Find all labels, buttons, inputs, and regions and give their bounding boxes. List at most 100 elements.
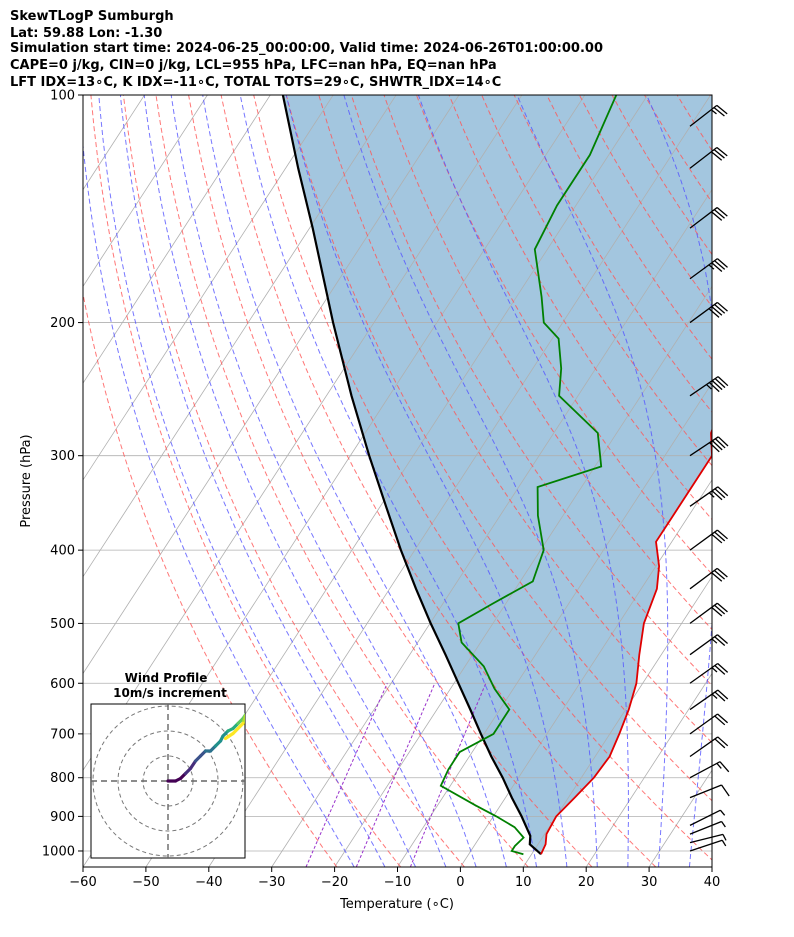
wind-profile-inset: Wind Profile 10m/s increment	[90, 671, 246, 859]
wind-barb	[689, 833, 727, 844]
barb-half	[721, 839, 727, 847]
y-tick-label: 900	[50, 810, 75, 825]
moist-adiabat-line	[720, 95, 790, 867]
barb-staff	[689, 104, 718, 127]
moist-adiabat-line	[170, 95, 477, 867]
x-tick-label: −30	[258, 875, 285, 890]
isotherm-line	[397, 382, 712, 867]
y-tick-label: 600	[50, 677, 75, 692]
barb-full	[714, 738, 726, 749]
isotherm-line	[0, 95, 82, 867]
dry-adiabat-line	[188, 95, 593, 867]
title-times: Simulation start time: 2024-06-25_00:00:…	[10, 41, 603, 56]
barb-full	[716, 146, 728, 157]
wind-barb	[689, 761, 730, 779]
barb-full	[714, 604, 726, 615]
dry-adiabat-line	[742, 95, 794, 867]
barb-full	[711, 211, 723, 221]
barb-staff	[689, 436, 719, 457]
wind-barb	[689, 784, 730, 799]
x-tick-label: −40	[195, 875, 222, 890]
barb-full	[713, 149, 725, 159]
barb-full	[716, 104, 728, 115]
barb-staff	[689, 486, 719, 507]
mixing-ratio-line	[305, 683, 388, 867]
mixing-ratio-line	[355, 683, 436, 867]
y-tick-label: 500	[50, 617, 75, 632]
wind-barb	[689, 839, 727, 852]
barb-full	[713, 107, 725, 117]
x-tick-label: −50	[132, 875, 159, 890]
barb-full	[716, 602, 728, 613]
barb-full	[714, 636, 726, 647]
barb-full	[711, 262, 723, 272]
barb-half	[719, 809, 726, 816]
dry-adiabat-line	[122, 95, 465, 867]
barb-staff	[689, 713, 718, 735]
barb-half	[716, 762, 722, 769]
dry-adiabat-line	[155, 95, 529, 867]
barb-full	[714, 665, 726, 675]
wind-barb	[689, 809, 726, 826]
barb-staff	[689, 634, 718, 656]
dry-adiabat-line	[285, 95, 712, 802]
wind-barb	[689, 662, 729, 684]
dry-adiabat-line	[481, 95, 712, 467]
barb-full	[717, 634, 728, 644]
y-tick-label: 700	[50, 727, 75, 742]
x-tick-label: 30	[641, 875, 658, 890]
barb-full	[711, 490, 723, 501]
dry-adiabat-line	[90, 95, 402, 867]
title-indices-lifted: LFT IDX=13∘C, K IDX=-11∘C, TOTAL TOTS=29…	[10, 75, 502, 90]
barb-full	[713, 209, 725, 219]
barb-half	[708, 264, 715, 270]
isotherm-line	[208, 95, 711, 867]
y-tick-label: 800	[50, 771, 75, 786]
barb-full	[716, 258, 728, 268]
barb-full	[711, 572, 723, 582]
parcel-profile-line	[281, 95, 542, 856]
isotherm-line	[460, 479, 712, 867]
wind-barb	[689, 634, 728, 656]
mixing-ratio-lines	[305, 683, 487, 867]
barb-full	[714, 438, 726, 449]
isotherm-line	[711, 866, 712, 867]
barb-full	[713, 570, 726, 580]
moist-adiabat-line	[143, 95, 447, 867]
barb-full	[719, 761, 730, 773]
barb-full	[717, 486, 729, 497]
barb-full	[711, 606, 723, 617]
wind-barb	[689, 529, 728, 551]
y-tick-label: 200	[50, 316, 75, 331]
barb-full	[716, 567, 728, 578]
wind-barb	[689, 146, 728, 169]
barb-half	[708, 492, 715, 498]
dewpoint-profile-line	[439, 95, 618, 856]
dry-adiabat-line	[318, 95, 712, 744]
dry-adiabat-line	[513, 95, 712, 413]
barb-full	[717, 736, 729, 747]
barb-full	[716, 207, 728, 217]
barb-staff	[689, 376, 719, 397]
barb-staff	[689, 567, 718, 590]
barb-full	[714, 378, 726, 389]
wind-barbs	[689, 104, 730, 852]
barb-full	[714, 260, 726, 270]
y-tick-label: 400	[50, 544, 75, 559]
barb-staff	[689, 784, 722, 799]
dry-adiabat-line	[448, 95, 712, 521]
barb-full	[717, 376, 729, 387]
barb-staff	[689, 207, 718, 229]
wind-barb	[689, 207, 728, 229]
dry-adiabat-line	[775, 95, 794, 867]
barb-half	[706, 384, 712, 390]
isotherm-line	[271, 188, 712, 867]
barb-full	[708, 382, 720, 393]
x-tick-label: −60	[69, 875, 96, 890]
x-tick-label: −20	[321, 875, 348, 890]
barb-full	[714, 531, 726, 542]
wind-barb	[689, 486, 729, 507]
barb-staff	[689, 529, 718, 551]
barb-full	[711, 306, 723, 316]
isotherm-line	[0, 95, 19, 867]
